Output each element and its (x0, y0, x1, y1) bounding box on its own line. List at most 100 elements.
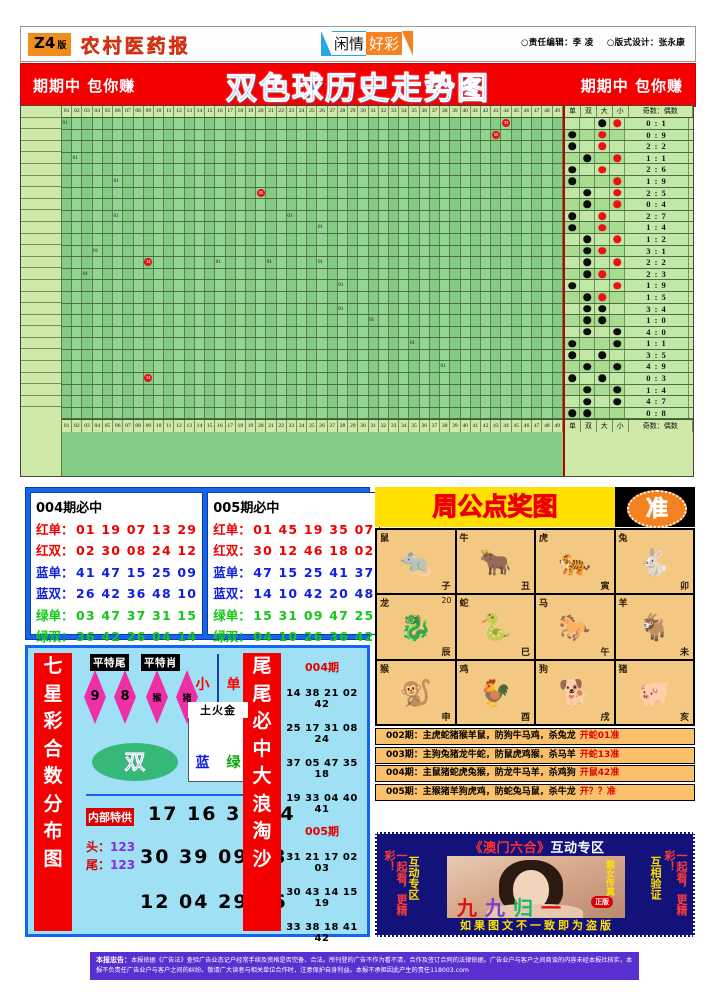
chart-cell[interactable] (153, 164, 165, 175)
chart-cell[interactable] (328, 373, 338, 384)
chart-cell[interactable] (450, 338, 461, 349)
chart-cell[interactable] (480, 407, 492, 419)
chart-cell[interactable] (471, 118, 481, 129)
chart-cell[interactable] (337, 141, 349, 152)
chart-cell[interactable] (164, 118, 175, 129)
chart-cell[interactable] (317, 245, 328, 257)
chart-cell[interactable] (287, 222, 298, 233)
chart-cell[interactable] (440, 141, 451, 152)
chart-cell[interactable] (174, 141, 185, 152)
chart-cell[interactable] (430, 396, 441, 407)
chart-cell[interactable] (358, 222, 369, 233)
chart-cell[interactable] (328, 233, 338, 245)
chart-cell[interactable] (82, 407, 93, 419)
chart-cell[interactable] (532, 396, 543, 407)
chart-cell[interactable] (460, 245, 471, 257)
chart-cell[interactable] (266, 280, 277, 291)
chart-cell[interactable] (409, 373, 420, 384)
chart-cell[interactable]: 01 (82, 268, 93, 280)
chart-cell[interactable] (358, 326, 369, 338)
chart-cell[interactable] (307, 361, 318, 373)
chart-cell[interactable] (287, 315, 298, 326)
chart-cell[interactable] (337, 257, 349, 268)
chart-cell[interactable] (174, 326, 185, 338)
chart-cell[interactable] (542, 384, 553, 396)
chart-cell[interactable] (266, 118, 277, 129)
chart-cell[interactable] (532, 233, 543, 245)
chart-cell[interactable] (348, 326, 359, 338)
chart-cell[interactable] (235, 129, 246, 141)
chart-cell[interactable] (92, 164, 103, 175)
chart-cell[interactable] (460, 141, 471, 152)
chart-cell[interactable] (72, 384, 83, 396)
chart-cell[interactable] (389, 222, 400, 233)
chart-cell[interactable] (174, 384, 185, 396)
chart-cell[interactable] (164, 361, 175, 373)
chart-cell[interactable] (256, 384, 267, 396)
chart-cell[interactable] (205, 222, 216, 233)
chart-cell[interactable] (317, 141, 328, 152)
chart-cell[interactable] (307, 373, 318, 384)
chart-cell[interactable] (72, 257, 83, 268)
chart-cell[interactable] (409, 361, 420, 373)
chart-cell[interactable] (92, 152, 103, 164)
chart-cell[interactable] (501, 373, 512, 384)
chart-cell[interactable] (460, 326, 471, 338)
chart-cell[interactable] (409, 349, 420, 361)
chart-cell[interactable] (215, 407, 226, 419)
chart-cell[interactable] (123, 233, 134, 245)
chart-cell[interactable] (62, 280, 73, 291)
chart-cell[interactable] (389, 245, 400, 257)
chart-cell[interactable] (480, 118, 492, 129)
chart-cell[interactable] (226, 222, 236, 233)
chart-cell[interactable] (276, 373, 287, 384)
chart-cell[interactable] (471, 291, 481, 303)
chart-cell[interactable] (133, 164, 144, 175)
chart-cell[interactable] (133, 199, 144, 210)
chart-cell[interactable] (430, 141, 441, 152)
chart-cell[interactable] (205, 268, 216, 280)
chart-cell[interactable] (215, 268, 226, 280)
chart-cell[interactable] (276, 268, 287, 280)
chart-cell[interactable] (337, 373, 349, 384)
chart-cell[interactable] (133, 338, 144, 349)
chart-cell[interactable] (113, 303, 124, 315)
chart-cell[interactable] (194, 141, 206, 152)
chart-cell[interactable] (440, 349, 451, 361)
chart-cell[interactable] (307, 268, 318, 280)
chart-cell[interactable] (358, 396, 369, 407)
chart-cell[interactable] (471, 164, 481, 175)
chart-cell[interactable] (144, 210, 154, 222)
chart-cell[interactable] (215, 291, 226, 303)
chart-cell[interactable] (317, 291, 328, 303)
chart-cell[interactable] (419, 291, 430, 303)
chart-cell[interactable] (348, 303, 359, 315)
chart-cell[interactable] (297, 338, 308, 349)
chart-cell[interactable] (62, 257, 73, 268)
chart-cell[interactable] (512, 384, 522, 396)
chart-cell[interactable] (430, 199, 441, 210)
chart-cell[interactable] (348, 210, 359, 222)
chart-cell[interactable] (92, 384, 103, 396)
chart-cell[interactable] (307, 257, 318, 268)
chart-cell[interactable] (450, 199, 461, 210)
chart-cell[interactable] (358, 268, 369, 280)
chart-cell[interactable] (185, 187, 195, 199)
chart-cell[interactable] (348, 396, 359, 407)
chart-cell[interactable] (287, 129, 298, 141)
chart-cell[interactable] (266, 373, 277, 384)
chart-cell[interactable] (153, 118, 165, 129)
chart-cell[interactable] (399, 257, 410, 268)
chart-cell[interactable] (82, 326, 93, 338)
chart-cell[interactable] (521, 280, 533, 291)
chart-cell[interactable] (491, 222, 502, 233)
chart-cell[interactable] (205, 384, 216, 396)
chart-cell[interactable] (266, 326, 277, 338)
chart-cell[interactable] (123, 349, 134, 361)
zodiac-cell-蛇[interactable]: 蛇 🐍 巳 (456, 595, 534, 659)
chart-cell[interactable] (287, 326, 298, 338)
chart-cell[interactable] (419, 210, 430, 222)
chart-cell[interactable] (430, 349, 441, 361)
chart-cell[interactable] (82, 233, 93, 245)
chart-cell[interactable] (348, 291, 359, 303)
